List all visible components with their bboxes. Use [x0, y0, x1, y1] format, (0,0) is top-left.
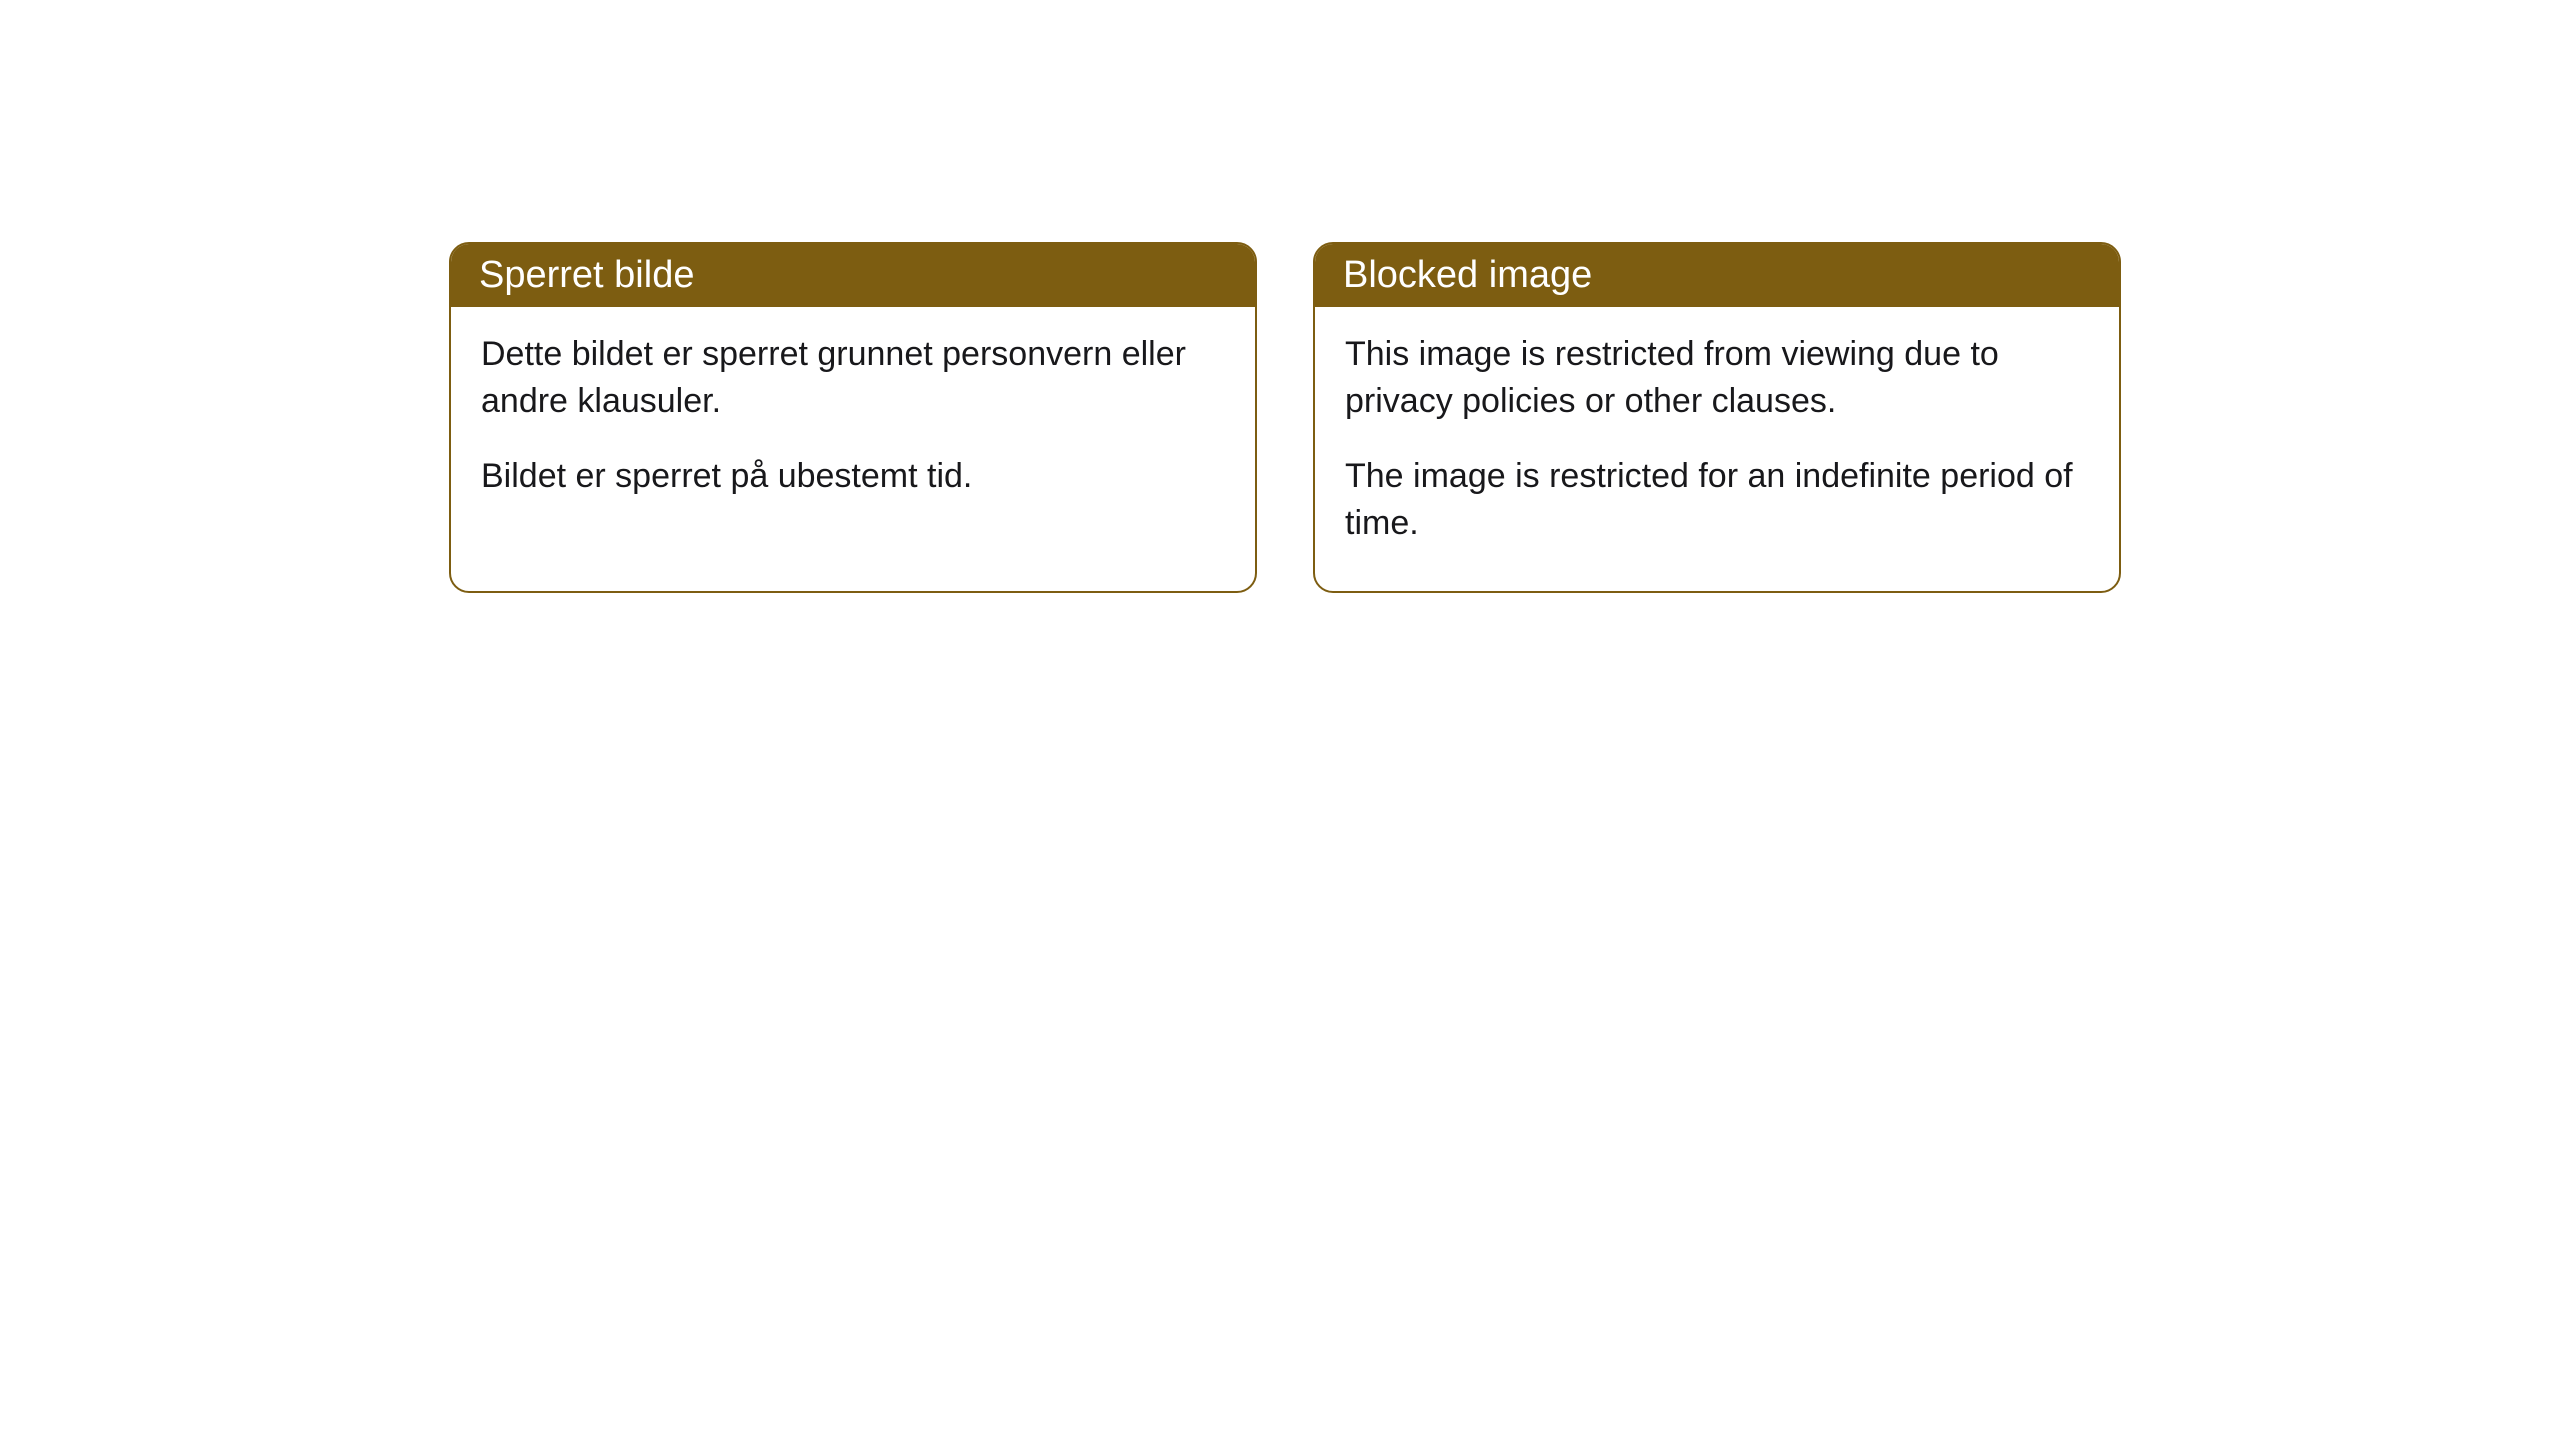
card-header-english: Blocked image: [1315, 244, 2119, 307]
card-body-norwegian: Dette bildet er sperret grunnet personve…: [451, 307, 1255, 544]
card-text-english-2: The image is restricted for an indefinit…: [1345, 453, 2089, 547]
card-header-norwegian: Sperret bilde: [451, 244, 1255, 307]
card-text-norwegian-1: Dette bildet er sperret grunnet personve…: [481, 331, 1225, 425]
card-text-english-1: This image is restricted from viewing du…: [1345, 331, 2089, 425]
cards-container: Sperret bilde Dette bildet er sperret gr…: [449, 242, 2121, 593]
card-text-norwegian-2: Bildet er sperret på ubestemt tid.: [481, 453, 1225, 500]
blocked-image-card-english: Blocked image This image is restricted f…: [1313, 242, 2121, 593]
card-body-english: This image is restricted from viewing du…: [1315, 307, 2119, 591]
blocked-image-card-norwegian: Sperret bilde Dette bildet er sperret gr…: [449, 242, 1257, 593]
